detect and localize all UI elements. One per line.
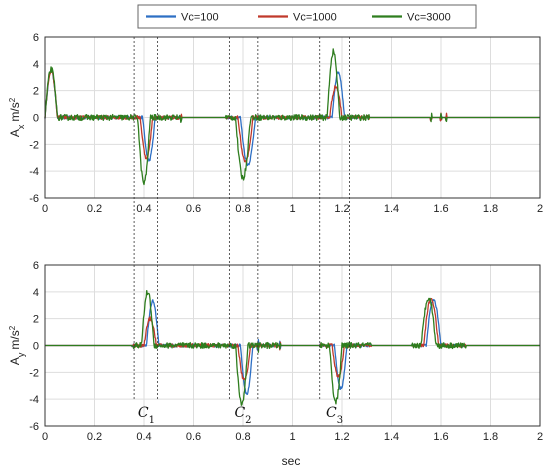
y-tick-label: 6 (33, 260, 39, 272)
x-tick-label: 1.4 (384, 203, 399, 215)
y-tick-label: -2 (29, 367, 39, 379)
legend-label-2: Vc=3000 (407, 12, 451, 24)
x-ticks-ax: 0 0.2 0.4 0.6 0.8 1 1.2 1.4 1.6 1.8 2 (42, 203, 543, 215)
x-tick-label: 0.6 (186, 431, 201, 443)
y-tick-label: 2 (33, 314, 39, 326)
y-tick-label: -6 (29, 421, 39, 433)
y-tick-label: -2 (29, 139, 39, 151)
legend-box (137, 4, 477, 29)
x-tick-label: 0 (42, 431, 48, 443)
x-tick-label: 1.2 (334, 431, 349, 443)
x-tick-label: 2 (537, 203, 543, 215)
y-tick-label: -4 (29, 166, 39, 178)
x-tick-label: 0.8 (235, 203, 250, 215)
phase-markers (133, 37, 350, 400)
annotation-c2: C2 (234, 405, 251, 426)
annotations: C1 C2 C3 (138, 405, 343, 426)
y-tick-label: 0 (33, 113, 39, 125)
plot-area-ay (44, 290, 541, 406)
y-tick-label: 2 (33, 86, 39, 98)
x-tick-label: 0.8 (235, 431, 250, 443)
x-tick-label: 0.6 (186, 203, 201, 215)
x-tick-label: 2 (537, 431, 543, 443)
x-tick-label: 0.4 (136, 203, 151, 215)
x-tick-label: 1.2 (334, 203, 349, 215)
legend-label-1: Vc=1000 (293, 12, 337, 24)
x-tick-label: 1.4 (384, 431, 399, 443)
x-axis-label: sec (282, 454, 301, 468)
x-tick-label: 1.6 (433, 203, 448, 215)
y-tick-label: 6 (33, 32, 39, 44)
x-tick-label: 0 (42, 203, 48, 215)
y-tick-label: -6 (29, 193, 39, 205)
x-tick-label: 1.8 (483, 203, 498, 215)
annotation-c1: C1 (138, 405, 155, 426)
x-tick-label: 1 (289, 431, 295, 443)
x-tick-label: 0.2 (87, 431, 102, 443)
y-axis-label-ax: Axm/s2 (8, 97, 27, 137)
x-tick-label: 0.2 (87, 203, 102, 215)
x-tick-label: 1 (289, 203, 295, 215)
annotation-c3: C3 (326, 405, 343, 426)
panel-ay: 6 4 2 0 -2 -4 -6 0 0.2 0.4 0.6 0.8 1 1.2 1.4 1.6 1.8 2 A… (8, 260, 544, 443)
y-ticks-ax: 6 4 2 0 -2 -4 -6 (29, 32, 39, 205)
legend: Vc=100 Vc=1000 Vc=3000 (137, 4, 477, 29)
y-tick-label: 0 (33, 341, 39, 353)
series-line-ay-2 (44, 290, 541, 406)
y-axis-label-ay: Aym/s2 (8, 325, 27, 365)
axes-frame-ax (44, 36, 541, 199)
panel-ax: 6 4 2 0 -2 -4 -6 0 0.2 0.4 0.6 0.8 1 1.2 1.4 1.6 1.8 2 A… (8, 32, 544, 215)
x-ticks-ay: 0 0.2 0.4 0.6 0.8 1 1.2 1.4 1.6 1.8 2 (42, 431, 543, 443)
y-ticks-ay: 6 4 2 0 -2 -4 -6 (29, 260, 39, 433)
y-tick-label: 4 (33, 59, 39, 71)
series-line-ax-2 (44, 48, 541, 186)
x-tick-label: 1.8 (483, 431, 498, 443)
x-tick-label: 1.6 (433, 431, 448, 443)
y-tick-label: 4 (33, 287, 39, 299)
legend-label-0: Vc=100 (181, 12, 219, 24)
plot-area-ax (44, 48, 541, 186)
x-tick-label: 0.4 (136, 431, 151, 443)
y-tick-label: -4 (29, 394, 39, 406)
axes-frame-ay (44, 264, 541, 427)
